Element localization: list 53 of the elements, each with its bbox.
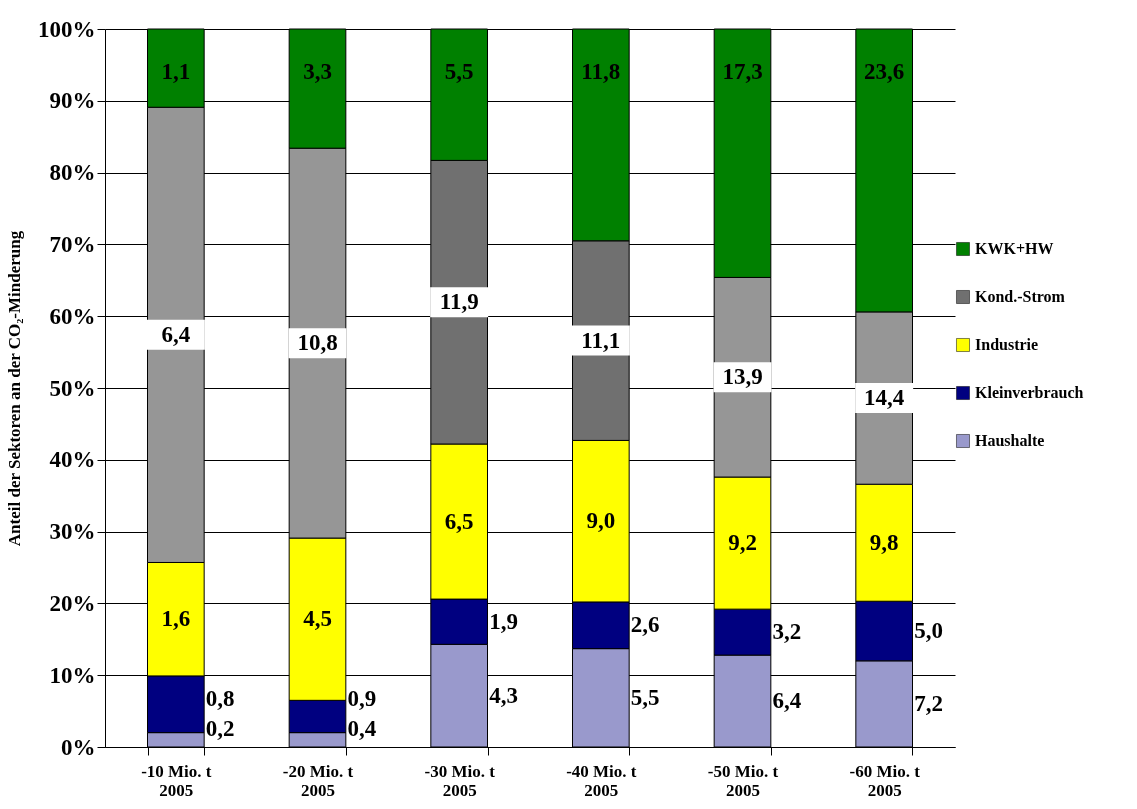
annotation: 1,9 bbox=[489, 608, 518, 634]
annotation: 0,9 bbox=[347, 685, 377, 711]
annotation: 4,3 bbox=[489, 682, 518, 708]
legend-label: Kond.-Strom bbox=[975, 288, 1066, 305]
annotation: 13,9 bbox=[722, 364, 763, 390]
annotation: 1,1 bbox=[161, 59, 191, 85]
annotation: 1,6 bbox=[161, 606, 191, 632]
annotation: 23,6 bbox=[864, 59, 905, 85]
y-tick-label: 30% bbox=[49, 519, 96, 545]
annotation: 3,2 bbox=[772, 619, 802, 645]
annotation: 7,2 bbox=[914, 690, 943, 716]
legend-label: KWK+HW bbox=[975, 240, 1054, 257]
y-axis-title: Anteil der Sektoren an der CO₂-Minderung bbox=[5, 230, 24, 547]
annotation: 4,5 bbox=[303, 606, 332, 632]
annotation: 9,2 bbox=[728, 530, 757, 556]
x-tick-label: -10 Mio. t 2005 bbox=[141, 761, 212, 800]
y-tick-label: 70% bbox=[49, 231, 96, 257]
annotation: 0,2 bbox=[205, 716, 235, 742]
annotation: 11,8 bbox=[581, 59, 621, 85]
x-tick-label: -30 Mio. t 2005 bbox=[424, 761, 496, 800]
legend-label: Kleinverbrauch bbox=[975, 384, 1084, 401]
annotation: 17,3 bbox=[722, 59, 763, 85]
annotation: 6,4 bbox=[772, 688, 802, 714]
y-tick-label: 80% bbox=[49, 160, 96, 186]
annotation: 0,8 bbox=[205, 685, 235, 711]
x-tick-label: -20 Mio. t 2005 bbox=[282, 761, 354, 800]
y-tick-label: 40% bbox=[49, 447, 96, 473]
y-tick-label: 60% bbox=[49, 303, 96, 329]
annotation: 9,0 bbox=[586, 508, 616, 534]
y-tick-label: 50% bbox=[49, 375, 96, 401]
annotation: 9,8 bbox=[869, 529, 899, 555]
y-tick-label: 20% bbox=[49, 590, 96, 616]
annotation: 10,8 bbox=[297, 330, 338, 356]
annotation: 5,0 bbox=[914, 618, 943, 644]
annotation: 11,9 bbox=[439, 289, 479, 315]
annotation: 2,6 bbox=[630, 612, 660, 638]
y-tick-label: 10% bbox=[49, 662, 96, 688]
annotation: 6,4 bbox=[161, 321, 191, 347]
annotation: 0,4 bbox=[347, 716, 377, 742]
annotation: 14,4 bbox=[864, 385, 905, 411]
y-tick-label: 100% bbox=[38, 16, 96, 42]
legend-label: Industrie bbox=[975, 336, 1039, 353]
x-tick-label: -50 Mio. t 2005 bbox=[707, 761, 779, 800]
y-tick-label: 0% bbox=[61, 734, 96, 760]
annotation: 5,5 bbox=[444, 59, 474, 85]
annotation: 11,1 bbox=[581, 327, 621, 353]
annotation: 3,3 bbox=[303, 59, 332, 85]
legend-label: Haushalte bbox=[975, 432, 1045, 449]
annotation: 6,5 bbox=[444, 508, 474, 534]
y-tick-label: 90% bbox=[49, 88, 96, 114]
x-tick-label: -40 Mio. t 2005 bbox=[566, 761, 637, 800]
annotation: 5,5 bbox=[630, 684, 660, 710]
x-tick-label: -60 Mio. t 2005 bbox=[849, 761, 921, 800]
